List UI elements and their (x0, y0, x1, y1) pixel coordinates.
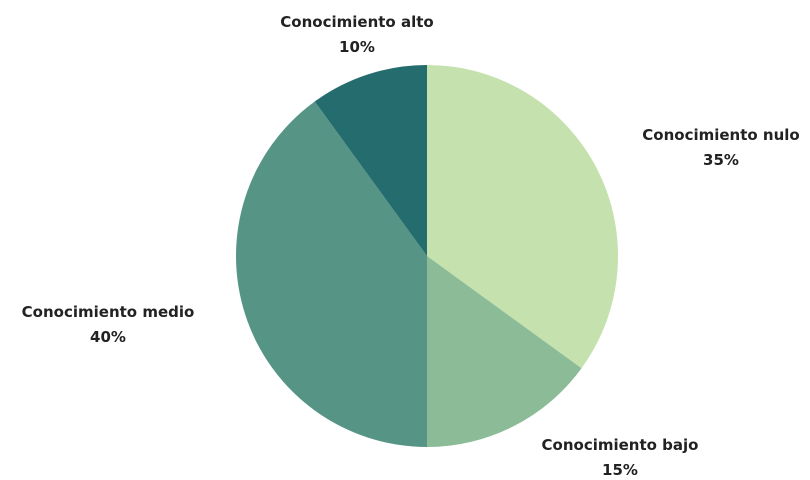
slice-category-label: Conocimiento alto (280, 13, 433, 31)
pie-slice-conocimiento-nulo (427, 65, 618, 369)
slice-category-label: Conocimiento nulo (642, 126, 799, 144)
slice-value-label: 10% (339, 38, 375, 56)
slice-category-label: Conocimiento medio (22, 303, 195, 321)
pie-slice-conocimiento-bajo (427, 256, 582, 447)
slice-label-conocimiento-nulo: Conocimiento nulo 35% (642, 126, 799, 169)
slice-label-conocimiento-bajo: Conocimiento bajo 15% (542, 436, 699, 479)
pie-labels: Conocimiento nulo 35% Conocimiento bajo 15%… (22, 13, 800, 479)
slice-value-label: 35% (703, 151, 739, 169)
slice-category-label: Conocimiento bajo (542, 436, 699, 454)
slice-label-conocimiento-medio: Conocimiento medio 40% (22, 303, 195, 346)
slice-label-conocimiento-alto: Conocimiento alto 10% (280, 13, 433, 56)
pie-slices (236, 65, 618, 447)
pie-slice-conocimiento-medio (236, 101, 427, 447)
slice-value-label: 40% (90, 328, 126, 346)
pie-slice-conocimiento-alto (314, 65, 427, 256)
slice-value-label: 15% (602, 461, 638, 479)
